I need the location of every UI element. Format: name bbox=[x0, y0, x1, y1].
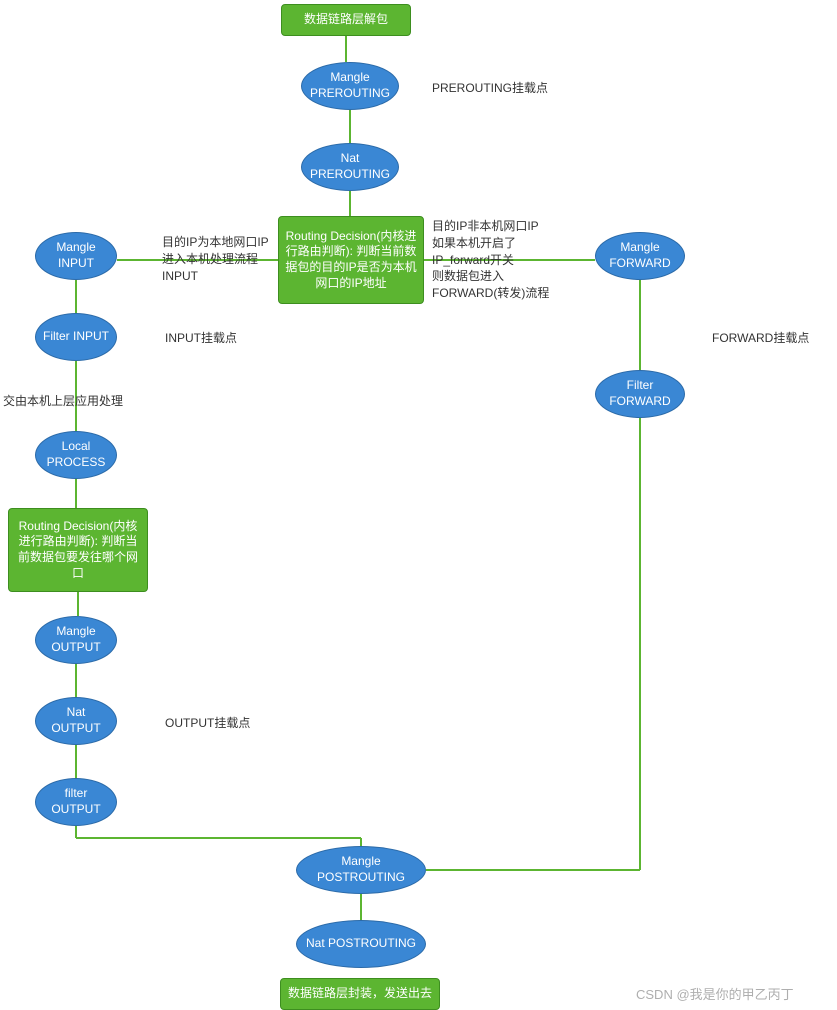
label-l7: OUTPUT挂载点 bbox=[165, 715, 250, 732]
node-n9: Mangle OUTPUT bbox=[35, 616, 117, 664]
node-n2: Mangle PREROUTING bbox=[301, 62, 399, 110]
node-n7: Local PROCESS bbox=[35, 431, 117, 479]
node-n8: Routing Decision(内核进行路由判断): 判断当前数据包要发往哪个… bbox=[8, 508, 148, 592]
node-n1: 数据链路层解包 bbox=[281, 4, 411, 36]
edge-layer bbox=[0, 0, 837, 1004]
label-l2: 目的IP为本地网口IP 进入本机处理流程 INPUT bbox=[162, 234, 269, 284]
watermark: CSDN @我是你的甲乙丙丁 bbox=[636, 984, 794, 1003]
label-l3: 目的IP非本机网口IP 如果本机开启了 IP_forward开关 则数据包进入 … bbox=[432, 218, 549, 302]
node-n10: Nat OUTPUT bbox=[35, 697, 117, 745]
label-l1: PREROUTING挂载点 bbox=[432, 80, 548, 97]
node-n11: filter OUTPUT bbox=[35, 778, 117, 826]
label-l6: 交由本机上层应用处理 bbox=[3, 393, 123, 410]
node-n3: Nat PREROUTING bbox=[301, 143, 399, 191]
node-n14: 数据链路层封装，发送出去 bbox=[280, 978, 440, 1010]
label-l5: FORWARD挂载点 bbox=[712, 330, 809, 347]
node-n12: Mangle POSTROUTING bbox=[296, 846, 426, 894]
node-n15: Mangle FORWARD bbox=[595, 232, 685, 280]
node-n4: Routing Decision(内核进行路由判断): 判断当前数据包的目的IP… bbox=[278, 216, 424, 304]
node-n6: Filter INPUT bbox=[35, 313, 117, 361]
node-n13: Nat POSTROUTING bbox=[296, 920, 426, 968]
node-n5: Mangle INPUT bbox=[35, 232, 117, 280]
label-l4: INPUT挂载点 bbox=[165, 330, 237, 347]
node-n16: Filter FORWARD bbox=[595, 370, 685, 418]
